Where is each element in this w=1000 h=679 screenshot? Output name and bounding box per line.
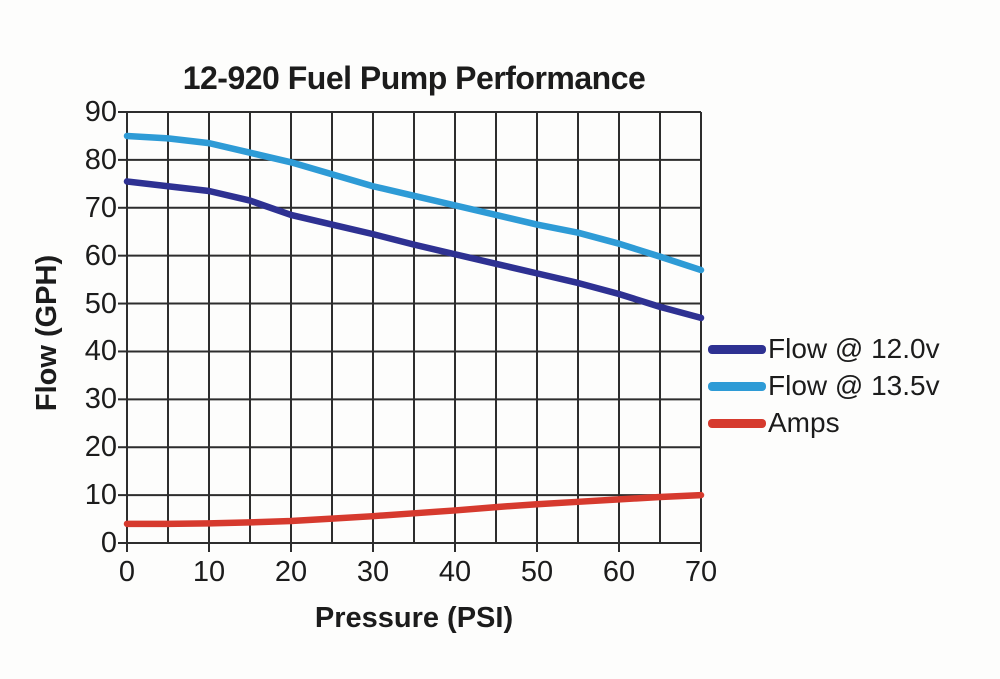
y-tick-label: 90 (84, 96, 117, 128)
series-line-0 (123, 178, 705, 322)
y-tick-label: 10 (84, 479, 117, 511)
y-axis-title: Flow (GPH) (31, 254, 63, 412)
legend-line-flow-12v-icon (708, 344, 766, 354)
x-tick-label: 10 (192, 556, 226, 588)
y-tick-label: 20 (84, 431, 117, 463)
y-tick-label: 0 (100, 527, 117, 559)
x-tick-label: 30 (356, 556, 390, 588)
legend-item-amps: Amps (708, 408, 940, 438)
legend-line-amps-icon (708, 418, 766, 428)
y-tick-label: 30 (84, 383, 117, 415)
legend-item-flow-12v: Flow @ 12.0v (708, 334, 940, 364)
legend-label: Amps (768, 407, 840, 438)
x-tick-label: 60 (602, 556, 636, 588)
y-tick-label: 40 (84, 335, 117, 367)
y-tick-label: 70 (84, 192, 117, 224)
legend: Flow @ 12.0v Flow @ 13.5v Amps (708, 334, 940, 445)
series-line-1 (123, 132, 705, 274)
legend-item-flow-135v: Flow @ 13.5v (708, 371, 940, 401)
y-tick-label: 80 (84, 144, 117, 176)
legend-label: Flow @ 12.0v (768, 333, 940, 364)
x-tick-label: 40 (438, 556, 472, 588)
legend-line-flow-135v-icon (708, 381, 766, 391)
legend-label: Flow @ 13.5v (768, 370, 940, 401)
chart-title: 12-920 Fuel Pump Performance (182, 60, 646, 96)
series-line-2 (123, 491, 705, 528)
x-tick-label: 0 (118, 556, 136, 588)
x-axis-title: Pressure (PSI) (314, 602, 514, 634)
x-tick-label: 50 (520, 556, 554, 588)
y-tick-label: 60 (84, 240, 117, 272)
y-tick-label: 50 (84, 288, 117, 320)
x-tick-label: 70 (684, 556, 718, 588)
x-tick-label: 20 (274, 556, 308, 588)
